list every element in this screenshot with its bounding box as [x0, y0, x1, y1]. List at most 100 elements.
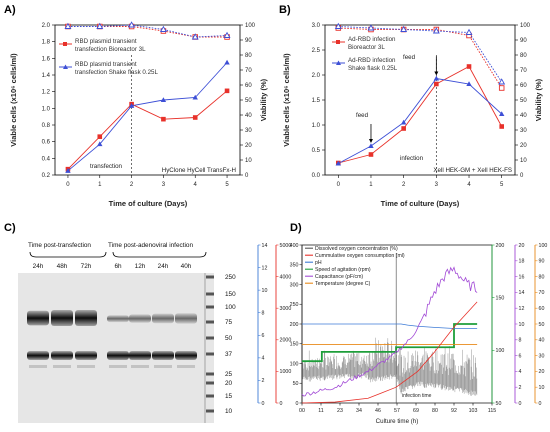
y2-tick-label-b: 40 — [520, 113, 527, 119]
x-tick-label-d: 23 — [337, 408, 343, 414]
annotation-medium-b: Xell HEK-GM + Xell HEK-FS — [433, 167, 512, 174]
lane-label-48h: 48h — [57, 263, 68, 270]
lane-labels: 24h 48h 72h 6h 12h 24h 40h — [33, 263, 192, 270]
data-point-b-0 — [401, 126, 406, 131]
y-ticks-left-b: 0.0 0.5 1.0 1.5 2.0 2.5 3.0 — [312, 23, 325, 179]
feed-arrows-b — [368, 56, 439, 143]
chart-d-svg: D) 0246810121401000200030004000500005010… — [257, 222, 547, 425]
data-point-b-3 — [400, 25, 408, 32]
marker-100: 100 — [225, 304, 236, 311]
axis-capacitance-tick-label: 2 — [519, 385, 522, 391]
legend-label-d: Speed of agitation (rpm) — [315, 267, 371, 273]
legend-b1-line2: Bioreactor 3L — [348, 44, 385, 51]
x-tick-label-b: 3 — [435, 182, 439, 188]
axis-ph-tick-label: 4 — [262, 356, 265, 362]
y-axis-label-right-b: Viability (%) — [534, 78, 543, 121]
ladder-band — [206, 381, 214, 385]
legend-d: Dissolved oxygen concentration (%)Cummul… — [305, 246, 405, 287]
band-faint — [109, 365, 127, 368]
y-tick-label-a: 2.0 — [42, 23, 51, 29]
x-tick-label-d: 92 — [451, 408, 457, 414]
band-faint — [53, 365, 71, 368]
ladder-band — [206, 320, 214, 324]
y-ticks-left-a: 0.2 0.4 0.6 0.8 1.0 1.2 1.4 1.6 1.8 2.0 — [42, 23, 55, 179]
dissolved-oxygen-trace — [302, 337, 478, 396]
x-tick-label-a: 4 — [194, 182, 198, 188]
y2-tick-label-a: 100 — [245, 23, 256, 29]
axis-temperature-tick-label: 60 — [539, 306, 545, 312]
data-point-b-1 — [368, 143, 374, 148]
data-point-b-1 — [335, 160, 341, 166]
y2-tick-label-a: 80 — [245, 53, 252, 59]
panel-c: C) Time post-transfection Time post-aden… — [0, 215, 250, 427]
x-tick-label-b: 5 — [500, 182, 504, 188]
y-tick-label-b: 3.0 — [312, 23, 321, 29]
band-lower — [152, 351, 174, 360]
series-b — [334, 22, 506, 175]
axis-dissolved-oxygen-tick-label: 400 — [290, 243, 299, 249]
data-point-a-1 — [128, 103, 135, 108]
data-point-a-3 — [191, 33, 199, 40]
data-point-a-1 — [97, 141, 103, 147]
y2-tick-label-b: 20 — [520, 143, 527, 149]
marker-labels: 250 150 100 75 50 37 25 20 15 10 — [225, 274, 236, 415]
band-upper — [27, 310, 49, 326]
axis-capacitance-tick-label: 4 — [519, 369, 522, 375]
x-tick-label-d: 34 — [356, 408, 362, 414]
y-tick-label-a: 1.0 — [42, 106, 51, 112]
axis-capacitance-tick-label: 8 — [519, 338, 522, 344]
data-point-a-3 — [96, 22, 104, 29]
legend-b: Ad-RBD infection Bioreactor 3L Ad-RBD in… — [332, 36, 398, 72]
lane-label-6h: 6h — [114, 263, 122, 270]
panel-d: D) 0 2 4 6 8 10 12 14 0 1000 2000 3000 4000 5000 0 50 10… — [250, 215, 550, 427]
y2-tick-label-b: 10 — [520, 158, 527, 164]
marker-75: 75 — [225, 319, 233, 326]
annotation-feed-2: feed — [403, 54, 416, 61]
marker-10: 10 — [225, 408, 233, 415]
data-point-a-0 — [224, 88, 230, 94]
panel-label-a: A) — [4, 4, 16, 16]
axis-ph-tick-label: 8 — [262, 311, 265, 317]
legend-a2-line1: RBD plasmid transient — [75, 61, 137, 68]
data-point-b-3 — [367, 24, 375, 31]
axis-agitation-tick-label: 50 — [496, 401, 502, 407]
chart-b-svg: B) 0.00.51.01.52.02.53.0 010203040506070… — [279, 4, 543, 208]
annotation-transfection: transfection — [90, 163, 123, 170]
axis-agitation-tick-label: 200 — [496, 243, 505, 249]
x-ticks-a: 0 1 2 3 4 5 — [66, 175, 229, 188]
data-point-a-1 — [224, 59, 230, 65]
series-line-a-0 — [67, 90, 228, 170]
axis-capacitance-tick-label: 10 — [519, 322, 525, 328]
chart-a-svg: A) 0.20.40.60.81.01.21.41.61.82.0 010203… — [4, 4, 268, 208]
annotation-medium-a: HyClone HyCell TransFx-H — [162, 167, 236, 174]
band-faint — [154, 365, 172, 368]
data-point-b-3 — [432, 27, 440, 34]
legend-label-d: Dissolved oxygen concentration (%) — [315, 246, 398, 252]
legend-a1-line1: RBD plasmid transient — [75, 38, 137, 45]
x-tick-label-b: 0 — [337, 182, 341, 188]
y2-tick-label-a: 50 — [245, 98, 252, 104]
axis-dissolved-oxygen-tick-label: 100 — [290, 361, 299, 367]
y2-tick-label-a: 20 — [245, 143, 252, 149]
y2-tick-label-b: 80 — [520, 53, 527, 59]
data-point-b-0 — [434, 81, 439, 87]
series-line-b-2 — [338, 27, 503, 89]
legend-a: RBD plasmid transient transfection Biore… — [59, 38, 158, 76]
annotation-infection: infection — [400, 155, 424, 162]
ladder-band — [206, 372, 214, 376]
data-point-a-3 — [64, 22, 72, 29]
band-upper — [152, 313, 174, 324]
legend-label-d: Temperature (degree C) — [315, 281, 371, 287]
y-tick-label-a: 0.2 — [42, 173, 51, 179]
axis-ph-tick-label: 14 — [262, 243, 268, 249]
marker-15: 15 — [225, 393, 233, 400]
data-point-a-3 — [223, 31, 231, 38]
x-tick-label-d: 46 — [375, 408, 381, 414]
axis-dissolved-oxygen-tick-label: 50 — [293, 381, 299, 387]
axis-capacitance-tick-label: 12 — [519, 306, 525, 312]
group-label-transfection: Time post-transfection — [28, 242, 91, 249]
y-tick-label-b: 0.5 — [312, 148, 321, 154]
axis-temperature-tick-label: 40 — [539, 338, 545, 344]
axis-temperature-tick-label: 70 — [539, 290, 545, 296]
y-tick-label-a: 1.2 — [42, 90, 51, 96]
